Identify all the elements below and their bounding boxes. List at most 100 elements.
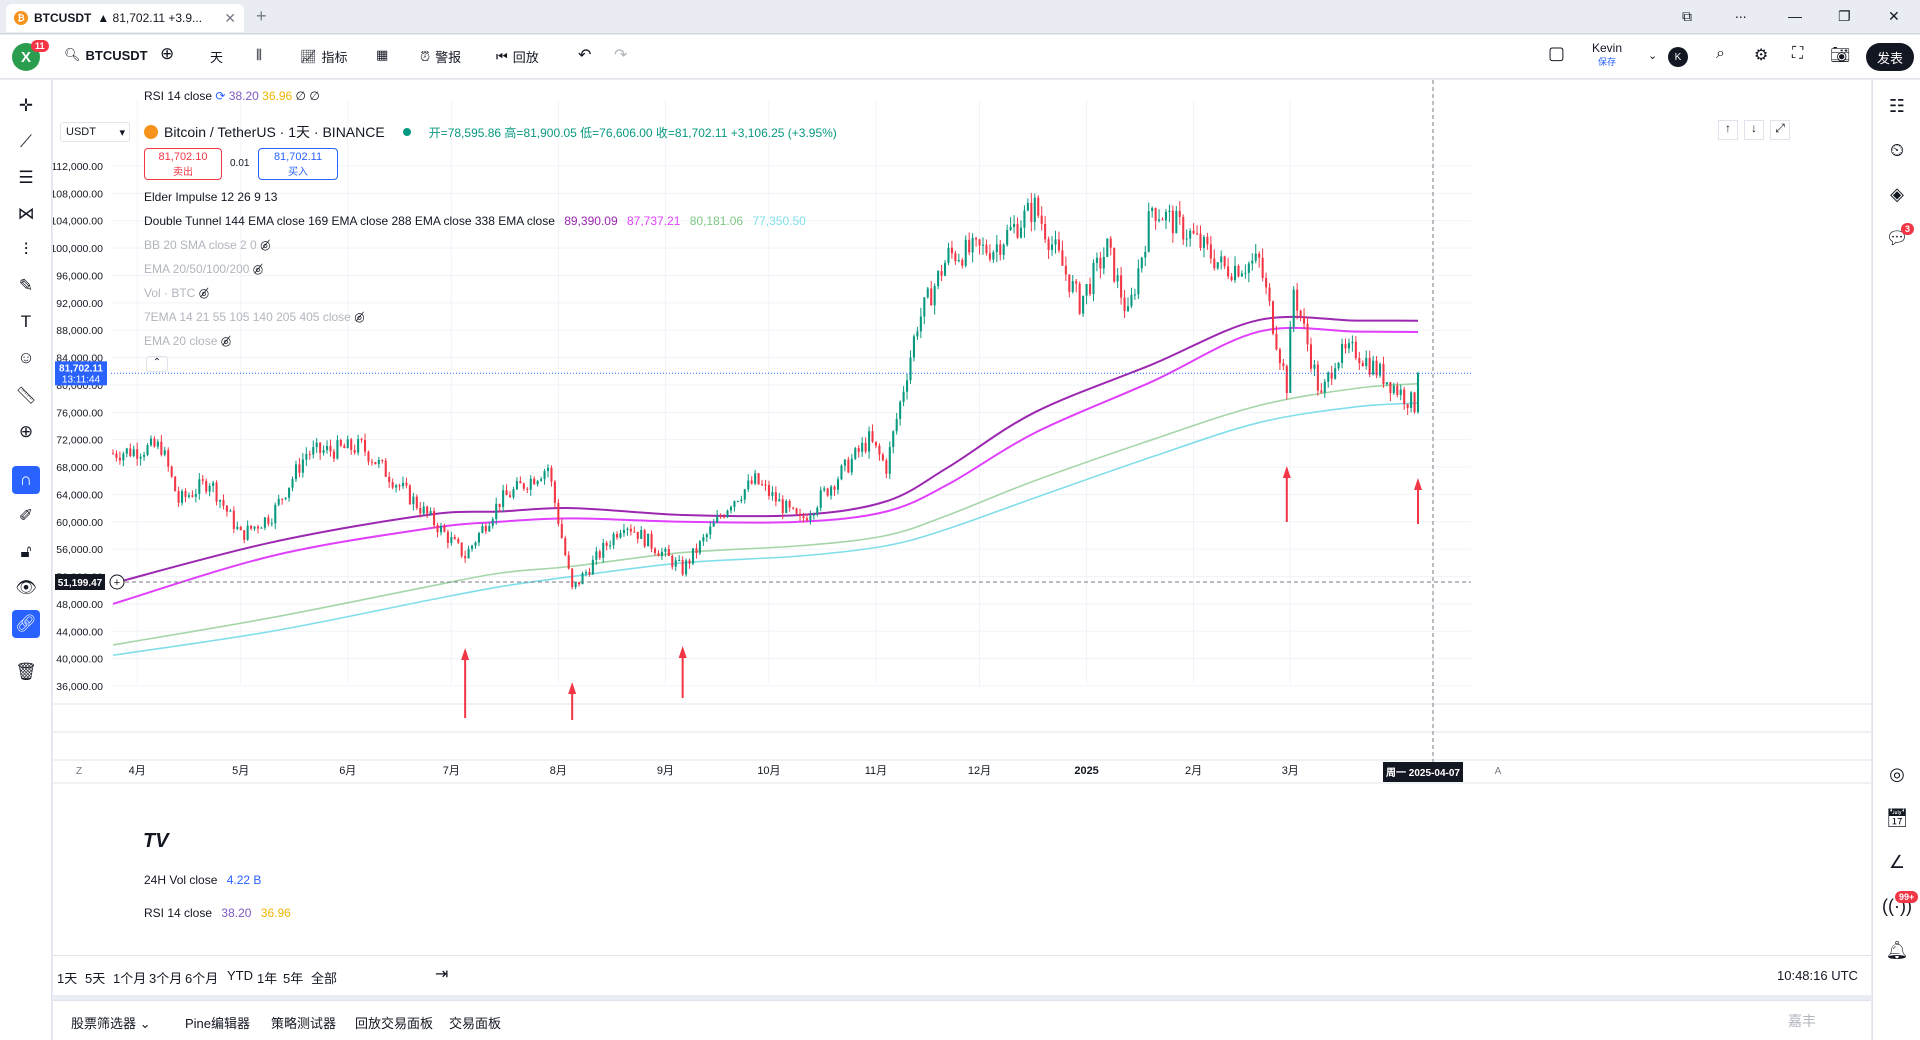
collapse-legend-button[interactable]: ⌃ xyxy=(146,356,168,372)
range-5[interactable]: YTD xyxy=(227,968,253,983)
restore-window-icon[interactable]: ⧉ xyxy=(1682,8,1692,24)
hidden-eye-icon[interactable]: ◎̸ xyxy=(220,334,232,348)
replay-button[interactable]: ⏮︎ 回放 xyxy=(496,47,539,66)
zoom-in-icon[interactable]: ⊕ xyxy=(18,422,34,441)
quick-search-icon[interactable]: ⌕ xyxy=(1716,45,1725,62)
price-chart-svg[interactable]: 112,000.00 108,000.00 104,000.00 100,000.00… xyxy=(50,80,1871,960)
minimize-icon[interactable]: — xyxy=(1788,8,1802,24)
brush-icon[interactable]: ✎ xyxy=(18,276,34,295)
text-tool-icon[interactable]: T xyxy=(20,312,32,331)
drawing-angle-icon[interactable]: ∠ xyxy=(1888,851,1906,872)
range-4[interactable]: 6个月 xyxy=(185,971,219,986)
buy-button[interactable]: 81,702.11 买入 xyxy=(258,148,338,180)
arrow-down-icon[interactable]: ↓ xyxy=(1744,120,1764,140)
compare-symbol-icon[interactable]: ⊕ xyxy=(160,44,175,63)
user-layout-button[interactable]: Kevin 保存 xyxy=(1592,41,1622,68)
elder-legend[interactable]: Elder Impulse 12 26 9 13 xyxy=(144,190,278,204)
watchlist-icon[interactable]: ☷ xyxy=(1888,95,1906,116)
panel-tab-0[interactable]: 股票筛选器 ⌄ xyxy=(71,1016,151,1031)
lock-pencil-icon[interactable]: ✐ xyxy=(18,506,34,525)
more-options-icon[interactable]: ∙∙∙ xyxy=(1735,8,1747,24)
utc-clock[interactable]: 10:48:16 UTC xyxy=(1777,968,1858,983)
date-range-icon[interactable]: ⇥ xyxy=(435,966,449,983)
hidden-eye-icon[interactable]: ◎̸ xyxy=(260,238,271,252)
horizontal-lines-icon[interactable]: ☰ xyxy=(18,168,34,187)
alerts-button[interactable]: ⏰︎ 警报 xyxy=(420,47,461,66)
range-6[interactable]: 1年 xyxy=(257,971,278,986)
ema20-legend[interactable]: EMA 20 close ◎̸ xyxy=(144,334,231,348)
candle-body xyxy=(723,516,726,518)
bb-legend[interactable]: BB 20 SMA close 2 0 ◎̸ xyxy=(144,238,271,252)
panel-tab-1[interactable]: Pine编辑器 xyxy=(185,1016,251,1031)
chevron-down-icon[interactable]: ⌄ xyxy=(1648,50,1658,62)
eye-icon[interactable]: 👁︎ xyxy=(15,578,37,597)
chart-area[interactable]: 112,000.00 108,000.00 104,000.00 100,000.00… xyxy=(50,80,1871,960)
range-7[interactable]: 5年 xyxy=(283,971,304,986)
rsi-top-legend[interactable]: RSI 14 close ⟳ 38.20 36.96 ∅ ∅ xyxy=(144,89,320,103)
range-1[interactable]: 5天 xyxy=(85,971,106,986)
panel-tab-2[interactable]: 策略测试器 xyxy=(271,1016,337,1031)
fullscreen-icon[interactable]: ⛶ xyxy=(1792,45,1804,62)
select-layout-icon[interactable]: ▢ xyxy=(1548,43,1566,63)
layout-templates-icon[interactable]: ▦ xyxy=(376,47,389,62)
maximize-pane-icon[interactable]: ⤢ xyxy=(1770,120,1790,140)
range-2[interactable]: 1个月 xyxy=(113,971,147,986)
candle-body xyxy=(1296,289,1299,311)
calendar-icon[interactable]: 📅︎ xyxy=(1885,807,1909,828)
maximize-icon[interactable]: ❐ xyxy=(1838,8,1851,24)
tradingview-logo[interactable]: TV xyxy=(143,830,169,852)
publish-button[interactable]: 发表 xyxy=(1866,43,1914,71)
vol24-legend[interactable]: 24H Vol close 4.22 B xyxy=(144,873,261,887)
clock-alert-icon[interactable]: ⏲︎ xyxy=(1889,139,1905,160)
arrow-up-icon[interactable]: ↑ xyxy=(1718,120,1738,140)
vol-legend[interactable]: Vol · BTC ◎̸ xyxy=(144,286,209,300)
interval-button[interactable]: 天 xyxy=(210,47,223,66)
emoji-icon[interactable]: ☺ xyxy=(17,348,35,367)
trend-line-icon[interactable]: ⟋ xyxy=(20,132,32,151)
undo-icon[interactable]: ↶ xyxy=(578,47,592,64)
close-window-icon[interactable]: ✕ xyxy=(1888,8,1900,24)
pitchfork-icon[interactable]: ⋈ xyxy=(17,204,35,223)
tunnel-legend[interactable]: Double Tunnel 144 EMA close 169 EMA clos… xyxy=(144,214,806,228)
crosshair-icon[interactable]: ✛ xyxy=(18,96,34,115)
settings-gear-icon[interactable]: ⚙ xyxy=(1754,47,1769,64)
candle-body xyxy=(916,331,919,337)
panel-tab-3[interactable]: 回放交易面板 xyxy=(355,1016,434,1031)
candle-body xyxy=(1358,357,1361,363)
symbol-header[interactable]: Bitcoin / TetherUS · 1天 · BINANCE 开=78,5… xyxy=(144,122,837,142)
fib-retracement-icon[interactable]: ⫶ xyxy=(23,240,29,259)
candle-body xyxy=(329,445,332,452)
candle-body xyxy=(981,244,985,246)
user-initial-avatar[interactable]: K xyxy=(1668,47,1688,67)
currency-select[interactable]: USDT ▾ xyxy=(60,122,130,142)
panel-tab-4[interactable]: 交易面板 xyxy=(449,1016,502,1031)
symbol-tab[interactable]: ₿ BTCUSDT ▲ 81,702.11 +3.9... ✕ xyxy=(6,4,244,32)
lock-icon[interactable]: 🔓︎ xyxy=(20,542,32,561)
range-3[interactable]: 3个月 xyxy=(149,971,183,986)
hidden-eye-icon[interactable]: ◎̸ xyxy=(252,262,264,276)
symbol-search-button[interactable]: 🔍︎ BTCUSDT xyxy=(64,47,148,63)
link-icon[interactable]: 🔗︎ xyxy=(12,610,40,638)
target-icon[interactable]: ◎ xyxy=(1889,763,1905,784)
redo-icon[interactable]: ↷ xyxy=(614,47,628,64)
ruler-icon[interactable]: 📏︎ xyxy=(15,386,37,405)
hidden-eye-icon[interactable]: ◎̸ xyxy=(198,286,210,300)
chart-type-icon[interactable]: ⫼ xyxy=(256,47,262,62)
layers-icon[interactable]: ◈ xyxy=(1890,183,1904,204)
ema4-legend[interactable]: EMA 20/50/100/200 ◎̸ xyxy=(144,262,263,276)
candle-body xyxy=(232,510,235,529)
candle-body xyxy=(1213,258,1216,269)
trash-icon[interactable]: 🗑︎ xyxy=(15,662,37,681)
hidden-eye-icon[interactable]: ◎̸ xyxy=(354,310,365,324)
close-tab-icon[interactable]: ✕ xyxy=(224,9,236,26)
sell-button[interactable]: 81,702.10 卖出 xyxy=(144,148,222,180)
range-8[interactable]: 全部 xyxy=(311,971,338,986)
camera-icon[interactable]: 📷︎ xyxy=(1830,47,1851,64)
bell-icon[interactable]: 🔔︎ xyxy=(1885,939,1909,960)
new-tab-button[interactable]: + xyxy=(256,6,267,26)
ema7-legend[interactable]: 7EMA 14 21 55 105 140 205 405 close ◎̸ xyxy=(144,310,365,324)
magnet-icon[interactable]: ∩ xyxy=(12,466,40,494)
indicators-button[interactable]: 📈︎ 指标 xyxy=(300,47,348,66)
rsi-bottom-legend[interactable]: RSI 14 close 38.20 36.96 xyxy=(144,906,291,920)
range-0[interactable]: 1天 xyxy=(57,971,78,986)
